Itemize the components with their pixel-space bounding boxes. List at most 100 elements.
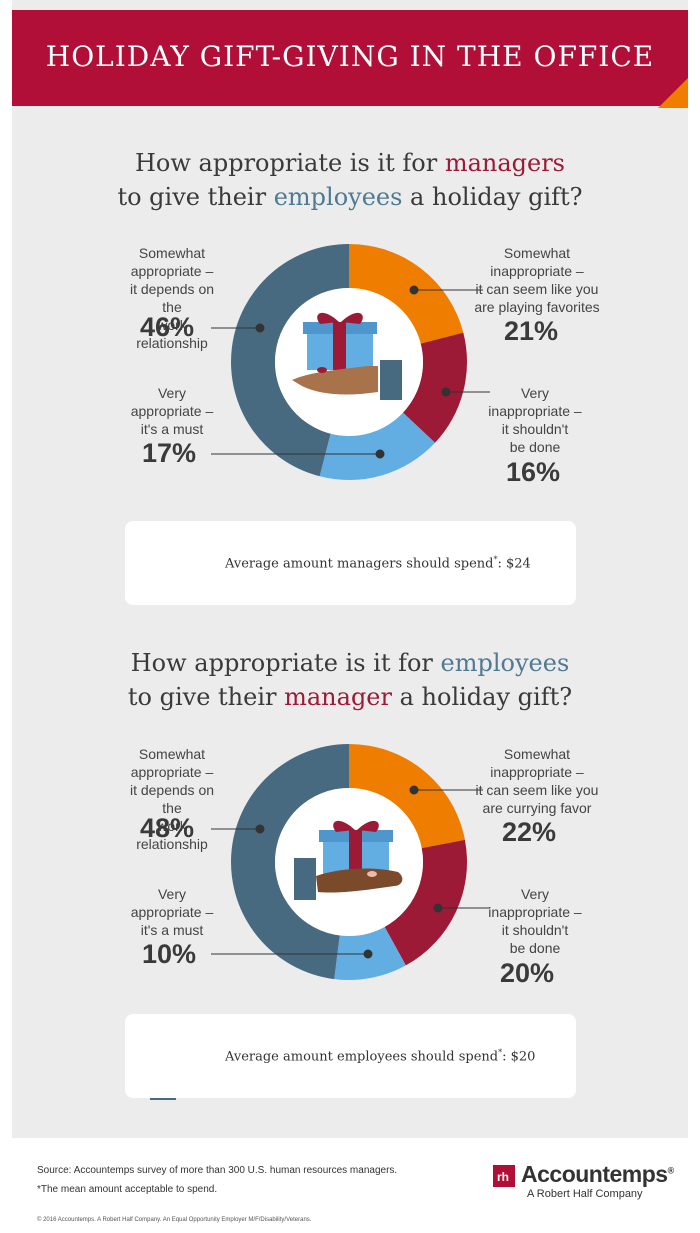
label-line: it depends on the	[129, 281, 215, 315]
question-1-highlight-employees: employees	[273, 183, 403, 211]
label-somewhat-appropriate-2: Somewhat appropriate – it depends on the…	[120, 745, 224, 853]
donut-slice-very-appropriate	[319, 412, 436, 480]
hand-icon	[294, 858, 403, 900]
label-line: be done	[509, 439, 561, 455]
footnote-mark: *	[493, 555, 498, 564]
question-1-text-3: a holiday gift?	[402, 183, 583, 211]
label-somewhat-appropriate-1: Somewhat appropriate – it depends on the…	[120, 244, 224, 352]
value-very-inappropriate-2: 20%	[500, 958, 555, 988]
label-line: inappropriate –	[490, 764, 584, 780]
average-spend-card-employees: Average amount employees should spend*: …	[125, 1014, 576, 1098]
label-line: Somewhat	[503, 746, 571, 762]
leader-dot	[375, 449, 385, 459]
label-line: appropriate –	[130, 904, 214, 920]
banner-corner-fold	[658, 78, 688, 108]
gift-icon	[303, 312, 377, 370]
question-2-highlight-employees: employees	[440, 649, 570, 677]
question-1: How appropriate is it for managers to gi…	[12, 146, 688, 214]
leader-dot	[409, 285, 419, 295]
leader-dot	[255, 824, 265, 834]
label-very-appropriate-2: Very appropriate – it's a must	[120, 885, 224, 939]
label-line: it can seem like you	[475, 782, 599, 798]
leader-dot	[433, 903, 443, 913]
label-line: inappropriate –	[488, 904, 582, 920]
label-line: work relationship	[136, 818, 208, 852]
label-line: it depends on the	[129, 782, 215, 816]
average-spend-card-managers: Average amount managers should spend*: $…	[125, 521, 576, 605]
logo-subtitle: A Robert Half Company	[527, 1188, 643, 1200]
donut-slice-somewhat-inappropriate	[349, 744, 465, 849]
label-line: it shouldn't	[501, 421, 569, 437]
title-banner: HOLIDAY GIFT-GIVING IN THE OFFICE	[12, 10, 688, 106]
label-line: are currying favor	[482, 800, 592, 816]
label-line: are playing favorites	[474, 299, 600, 315]
footer-source: Source: Accountemps survey of more than …	[37, 1165, 398, 1176]
question-2-text-3: a holiday gift?	[391, 683, 573, 711]
label-line: Very	[157, 886, 186, 902]
label-line: appropriate –	[130, 764, 214, 780]
label-line: work relationship	[136, 317, 208, 351]
label-very-appropriate-1: Very appropriate – it's a must	[120, 384, 224, 438]
card-amount: : $24	[497, 556, 531, 572]
label-line: Very	[520, 385, 549, 401]
label-line: Somewhat	[138, 245, 206, 261]
card-amount: : $20	[502, 1049, 536, 1065]
value-somewhat-appropriate-1: 46%	[140, 312, 195, 342]
label-line: it's a must	[140, 421, 204, 437]
label-line: be done	[509, 940, 561, 956]
label-line: Very	[520, 886, 549, 902]
donut-slice-very-inappropriate	[384, 839, 467, 966]
leader-dot	[441, 387, 451, 397]
label-somewhat-inappropriate-2: Somewhat inappropriate – it can seem lik…	[473, 745, 601, 817]
leader-dot	[363, 949, 373, 959]
footer-note: *The mean amount acceptable to spend.	[37, 1184, 218, 1195]
donut-slice-very-inappropriate	[402, 332, 468, 443]
label-very-inappropriate-1: Very inappropriate – it shouldn't be don…	[485, 384, 585, 456]
value-very-appropriate-2: 10%	[142, 939, 197, 969]
leader-lines-2	[211, 785, 490, 959]
donut-slice-somewhat-appropriate	[231, 244, 349, 477]
donut-slice-somewhat-inappropriate	[349, 244, 464, 344]
label-line: inappropriate –	[488, 403, 582, 419]
logo-name-text: Accountemps	[521, 1161, 668, 1187]
leader-dot	[255, 323, 265, 333]
leader-dot	[409, 785, 419, 795]
logo-mark-text: rh	[497, 1170, 509, 1184]
value-somewhat-inappropriate-2: 22%	[502, 817, 557, 847]
leader-lines-1	[211, 285, 490, 459]
label-line: Very	[157, 385, 186, 401]
hand-icon	[292, 360, 402, 400]
page-title: HOLIDAY GIFT-GIVING IN THE OFFICE	[45, 40, 655, 73]
footnote-mark: *	[498, 1048, 503, 1057]
average-spend-employees: Average amount employees should spend*: …	[225, 1048, 535, 1064]
label-line: appropriate –	[130, 403, 214, 419]
logo-mark-icon: rh	[493, 1165, 515, 1187]
label-line: appropriate –	[130, 263, 214, 279]
label-line: it shouldn't	[501, 922, 569, 938]
card-text: Average amount managers should spend	[225, 556, 494, 572]
donut-slice-somewhat-appropriate	[231, 744, 349, 980]
label-line: it can seem like you	[475, 281, 599, 297]
value-somewhat-appropriate-2: 48%	[140, 813, 195, 843]
question-1-highlight-managers: managers	[444, 149, 565, 177]
question-2-highlight-manager: manager	[284, 683, 392, 711]
label-very-inappropriate-2: Very inappropriate – it shouldn't be don…	[485, 885, 585, 957]
label-line: Somewhat	[503, 245, 571, 261]
question-2-text: How appropriate is it for	[130, 649, 441, 677]
logo-registered-mark: ®	[667, 1165, 675, 1176]
question-1-text-2: to give their	[117, 183, 274, 211]
question-1-text: How appropriate is it for	[135, 149, 445, 177]
question-2: How appropriate is it for employees to g…	[12, 646, 688, 714]
question-2-text-2: to give their	[127, 683, 285, 711]
logo-name: Accountemps®	[521, 1161, 674, 1188]
label-line: inappropriate –	[490, 263, 584, 279]
label-somewhat-inappropriate-1: Somewhat inappropriate – it can seem lik…	[473, 244, 601, 316]
card-text: Average amount employees should spend	[225, 1049, 499, 1065]
label-line: Somewhat	[138, 746, 206, 762]
value-very-appropriate-1: 17%	[142, 438, 197, 468]
average-spend-managers: Average amount managers should spend*: $…	[225, 555, 531, 571]
footer-copyright: © 2016 Accountemps. A Robert Half Compan…	[37, 1217, 312, 1223]
label-line: it's a must	[140, 922, 204, 938]
value-somewhat-inappropriate-1: 21%	[504, 316, 559, 346]
value-very-inappropriate-1: 16%	[506, 457, 561, 487]
